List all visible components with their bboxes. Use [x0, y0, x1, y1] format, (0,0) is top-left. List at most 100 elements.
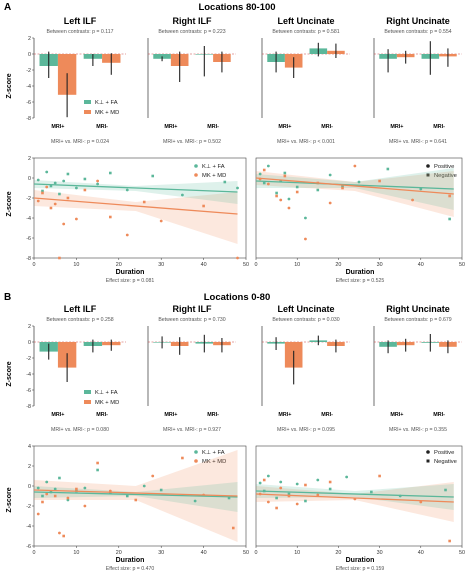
md-point	[96, 179, 99, 183]
md-point	[75, 487, 78, 491]
x-tick-label: 40	[418, 550, 424, 556]
between-contrasts: Between contrasts: p = 0.730	[158, 317, 225, 323]
md-point	[142, 200, 146, 204]
fa-point	[83, 177, 87, 181]
bar-title: Left ILF	[64, 16, 97, 26]
mri-vs-stat: MRI+ vs. MRI-: p = 0.641	[389, 139, 447, 145]
fa-point	[448, 217, 451, 221]
x-tick-label: 20	[335, 550, 341, 556]
bar-chart: MRI+ MRI-	[261, 326, 350, 418]
between-contrasts: Between contrasts: p = 0.030	[272, 317, 339, 323]
fa-point	[41, 494, 44, 498]
fa-point	[275, 496, 278, 500]
fa-point	[41, 189, 44, 193]
fa-point	[83, 486, 87, 490]
y-axis-label: Z-score	[6, 191, 13, 216]
legend-label-fa: K⊥ + FA	[95, 389, 118, 396]
y-tick-label: -2	[26, 68, 31, 74]
fa-confidence-band	[256, 168, 454, 210]
plot-frame	[33, 445, 247, 547]
y-tick-label: -6	[26, 236, 31, 242]
fa-point	[341, 184, 344, 188]
fa-fit-line	[33, 491, 238, 498]
fa-point	[258, 172, 262, 176]
x-category-label: MRI+	[390, 412, 403, 418]
md-point	[279, 198, 283, 202]
fa-point	[236, 186, 239, 190]
md-point	[66, 196, 70, 200]
fa-point	[151, 174, 155, 178]
x-tick-label: 0	[33, 262, 36, 268]
md-point	[202, 204, 205, 208]
scatter-chart: 0 10 20 30 40 50	[255, 157, 465, 268]
legend-label-positive: Positive	[434, 164, 454, 170]
fa-point	[45, 170, 49, 174]
bar-chart: MRI+ MRI-	[373, 326, 462, 418]
md-point	[41, 500, 44, 504]
x-tick-label: 20	[335, 262, 341, 268]
md-point	[328, 480, 332, 484]
bar-titles-a: Left ILF Between contrasts: p = 0.117 MR…	[47, 16, 452, 145]
fa-point	[316, 188, 320, 192]
legend-marker-fa	[194, 450, 198, 454]
y-tick-label: 0	[28, 52, 31, 58]
y-axis-label: Z-score	[6, 361, 13, 386]
y-tick-label: -4	[26, 524, 31, 530]
x-tick-label: 10	[73, 550, 79, 556]
md-point	[109, 215, 112, 219]
x-category-label: MRI-	[207, 412, 219, 418]
legend-label-negative: Negative	[434, 459, 457, 465]
fa-point	[283, 171, 287, 175]
fa-point	[328, 487, 332, 491]
md-point	[266, 182, 270, 186]
legend-marker-positive	[426, 164, 430, 168]
y-axis-label: Z-score	[6, 487, 13, 512]
md-point	[283, 174, 287, 178]
fa-point	[36, 486, 40, 490]
legend-marker-negative	[426, 459, 430, 463]
between-contrasts: Between contrasts: p = 0.554	[384, 29, 451, 35]
mri-vs-stat: MRI+ vs. MRI-: p = 0.095	[277, 427, 335, 433]
legend-label-md: MK + MD	[95, 110, 119, 116]
legend-label-md: MK + MD	[202, 459, 226, 465]
md-point	[295, 190, 299, 194]
y-tick-label: 2	[28, 156, 31, 162]
md-point	[378, 179, 381, 183]
between-contrasts: Between contrasts: p = 0.258	[46, 317, 113, 323]
bar-chart: MRI+ MRI-	[373, 38, 462, 130]
md-point	[181, 456, 184, 460]
y-tick-label: 4	[28, 444, 31, 450]
x-category-label: MRI+	[390, 124, 403, 130]
md-point	[58, 256, 61, 260]
md-point	[45, 492, 49, 496]
x-tick-label: 50	[459, 262, 465, 268]
fa-point	[258, 481, 262, 485]
fa-confidence-band	[256, 484, 454, 510]
bar-legend-b: K⊥ + FA MK + MD	[84, 389, 119, 406]
legend-label-md: MK + MD	[95, 400, 119, 406]
y-tick-label: -8	[26, 116, 31, 122]
fa-point	[96, 468, 99, 472]
md-point	[36, 199, 40, 203]
effect-size: Effect size: p = 0.525	[336, 278, 385, 284]
y-tick-label: 2	[28, 36, 31, 42]
fa-point	[279, 480, 283, 484]
legend-swatch-md	[84, 400, 91, 404]
x-tick-label: 40	[201, 262, 207, 268]
md-point	[275, 194, 278, 198]
fa-point	[109, 171, 112, 175]
fa-point	[370, 490, 373, 494]
md-point	[49, 206, 53, 210]
md-point	[411, 198, 414, 202]
md-point	[151, 474, 155, 478]
bar-legend-a: K⊥ + FA MK + MD	[84, 99, 119, 116]
md-point	[378, 474, 381, 478]
fa-point	[75, 186, 78, 190]
md-point	[328, 201, 332, 205]
y-tick-label: -4	[26, 372, 31, 378]
fa-point	[159, 488, 163, 492]
x-tick-label: 30	[377, 262, 383, 268]
fa-point	[328, 173, 332, 177]
fa-point	[357, 180, 361, 184]
between-contrasts: Between contrasts: p = 0.679	[384, 317, 451, 323]
